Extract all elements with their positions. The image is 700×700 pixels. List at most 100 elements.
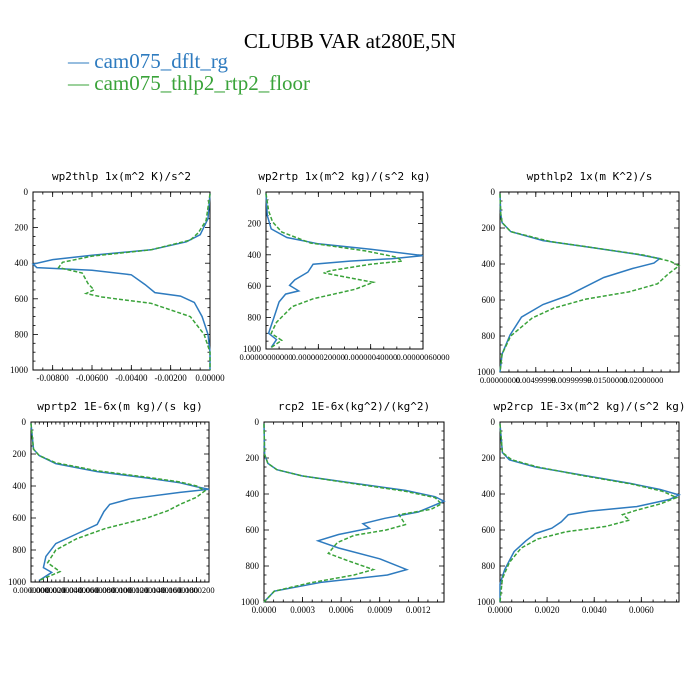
y-tick-label: 200 — [15, 223, 29, 233]
y-tick-label: 800 — [482, 331, 496, 341]
x-tick-label: 0.0040 — [582, 605, 607, 615]
y-tick-label: 200 — [248, 218, 262, 228]
legend-dash-1: — — [67, 49, 94, 73]
x-tick-label: 0.0000160 — [145, 585, 181, 595]
y-tick-label: 800 — [246, 561, 260, 571]
x-tick-label: 0.00000000000 — [239, 352, 292, 362]
panel-5-title: rcp2 1E-6x(kg^2)/(kg^2) — [278, 400, 430, 413]
x-tick-label: 0.0006 — [329, 605, 354, 615]
y-tick-label: 400 — [248, 250, 262, 260]
series-line-2 — [57, 193, 211, 370]
y-tick-label: 1000 — [241, 597, 260, 607]
y-tick-label: 200 — [246, 453, 260, 463]
x-tick-label: 0.00000000 — [480, 375, 520, 385]
x-tick-label: 0.0000 — [252, 605, 277, 615]
figure-title: CLUBB VAR at280E,5N — [244, 29, 456, 53]
x-tick-label: 0.00000 — [195, 373, 225, 383]
y-tick-label: 800 — [248, 313, 262, 323]
panel-4-title: wprtp2 1E-6x(m kg)/(s kg) — [37, 400, 203, 413]
y-tick-label: 200 — [482, 453, 496, 463]
y-tick-label: 0 — [24, 187, 29, 197]
y-tick-label: 1000 — [243, 344, 262, 354]
x-tick-label: 0.0003 — [290, 605, 315, 615]
panels: wp2thlp 1x(m^2 K)/s^2 0 200 400 600 800 1000 -0… — [8, 170, 686, 615]
panel-4: wprtp2 1E-6x(m kg)/(s kg) 0 200 400 600 800 10… — [8, 400, 215, 595]
y-tick-label: 1000 — [10, 365, 29, 375]
legend-label-1: cam075_dflt_rg — [94, 49, 228, 73]
x-tick-label: -0.00200 — [155, 373, 188, 383]
x-tick-label: 0.0000080 — [79, 585, 115, 595]
y-tick-label: 600 — [15, 294, 29, 304]
x-tick-label: 0.00000020000 — [292, 352, 345, 362]
y-tick-label: 400 — [482, 259, 496, 269]
y-tick-label: 400 — [13, 481, 27, 491]
y-tick-label: 1000 — [8, 577, 27, 587]
panel-5: rcp2 1E-6x(kg^2)/(kg^2) 0 200 400 600 800 1000… — [241, 400, 446, 615]
legend-dash-2: — — [67, 71, 94, 95]
series-line-2 — [499, 193, 681, 373]
y-tick-label: 200 — [13, 449, 27, 459]
y-tick-label: 0 — [491, 417, 496, 427]
x-tick-label: 0.0000040 — [46, 585, 82, 595]
panel-1: wp2thlp 1x(m^2 K)/s^2 0 200 400 600 800 1000 -0… — [10, 170, 225, 383]
panel-6-frame — [499, 421, 680, 603]
series-line-2 — [263, 423, 443, 603]
y-tick-label: 600 — [248, 281, 262, 291]
panel-2-frame — [265, 191, 424, 350]
y-tick-label: 800 — [482, 561, 496, 571]
panel-3-title: wpthlp2 1x(m K^2)/s — [527, 170, 653, 183]
x-tick-label: 0.0000180 — [162, 585, 198, 595]
x-tick-label: 0.0020 — [535, 605, 560, 615]
x-tick-label: -0.00800 — [37, 373, 70, 383]
x-tick-label: 0.0060 — [629, 605, 654, 615]
y-tick-label: 400 — [15, 258, 29, 268]
y-tick-label: 1000 — [477, 597, 496, 607]
panel-3: wpthlp2 1x(m K^2)/s020040060080010000.00… — [477, 170, 681, 385]
x-tick-label: -0.00600 — [76, 373, 109, 383]
x-tick-label: 0.0000 — [488, 605, 513, 615]
series-line-1 — [499, 193, 662, 373]
y-tick-label: 1000 — [477, 367, 496, 377]
y-tick-label: 200 — [482, 223, 496, 233]
series-line-1 — [31, 193, 211, 370]
x-tick-label: 0.00999999 — [551, 375, 591, 385]
series-line-2 — [30, 423, 207, 582]
x-tick-label: 0.01500000 — [587, 375, 627, 385]
y-tick-label: 0 — [22, 417, 27, 427]
y-tick-label: 600 — [482, 525, 496, 535]
y-tick-label: 0 — [491, 187, 496, 197]
y-tick-label: 400 — [482, 489, 496, 499]
y-tick-label: 800 — [15, 329, 29, 339]
x-tick-label: 0.0009 — [367, 605, 392, 615]
x-tick-label: 0.0000020 — [29, 585, 65, 595]
x-tick-label: 0.00000060000 — [396, 352, 449, 362]
series-line-1 — [499, 423, 682, 602]
x-tick-label: -0.00400 — [115, 373, 148, 383]
y-tick-label: 400 — [246, 489, 260, 499]
panel-1-title: wp2thlp 1x(m^2 K)/s^2 — [52, 170, 191, 183]
panel-6-title: wp2rcp 1E-3x(m^2 kg)/(s^2 kg) — [493, 400, 685, 413]
y-tick-label: 600 — [482, 295, 496, 305]
x-tick-label: 0.02000000 — [623, 375, 663, 385]
legend-item-2: — cam075_thlp2_rtp2_floor — [67, 71, 310, 95]
x-tick-label: 0.00499999 — [516, 375, 556, 385]
x-tick-label: 0.0000200 — [179, 585, 215, 595]
y-tick-label: 0 — [255, 417, 260, 427]
y-tick-label: 600 — [13, 513, 27, 523]
panel-6: wp2rcp 1E-3x(m^2 kg)/(s^2 kg) 0 200 400 600 8… — [477, 400, 686, 615]
x-tick-label: 0.0000060 — [63, 585, 99, 595]
series-line-1 — [263, 423, 446, 603]
y-tick-label: 800 — [13, 545, 27, 555]
x-tick-label: 0.0000000 — [13, 585, 49, 595]
x-tick-label: 0.00000040000 — [344, 352, 397, 362]
legend: — cam075_dflt_rg — cam075_thlp2_rtp2_flo… — [67, 49, 310, 95]
panel-3-frame — [499, 191, 680, 373]
legend-item-1: — cam075_dflt_rg — [67, 49, 229, 73]
panel-2: wp2rtp 1x(m^2 kg)/(s^2 kg) 0 200 400 600 800 1… — [239, 170, 449, 362]
series-line-1 — [265, 193, 424, 348]
series-line-2 — [265, 193, 405, 349]
y-tick-label: 0 — [257, 187, 262, 197]
panel-1-frame — [32, 191, 211, 371]
series-line-2 — [499, 423, 679, 603]
